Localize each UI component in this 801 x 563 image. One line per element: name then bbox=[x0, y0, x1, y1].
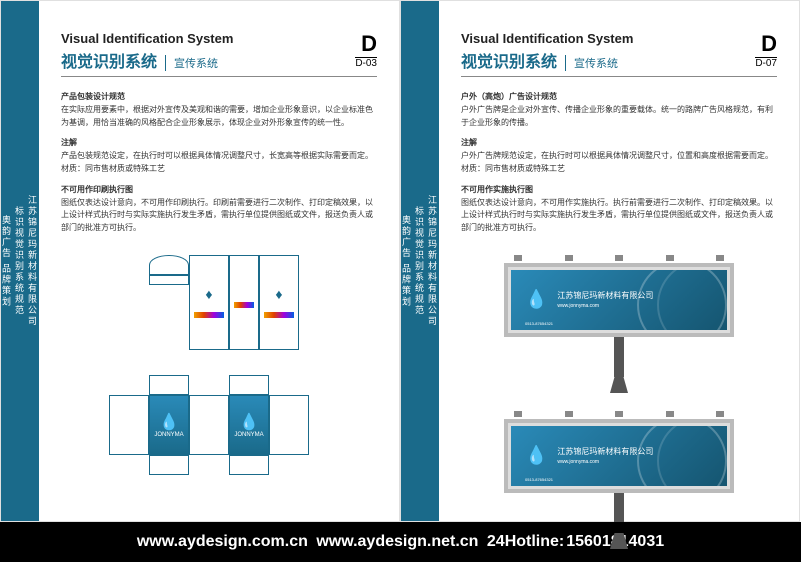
title-cn: 视觉识别系统 bbox=[461, 48, 557, 72]
page-header: Visual Identification System 视觉识别系统 宣传系统… bbox=[461, 31, 777, 77]
spine-company: 江苏锦尼玛新材料有限公司 bbox=[26, 195, 39, 327]
spine-left: 江苏锦尼玛新材料有限公司 标识视觉识别系统规范 奥韵广告 品牌策划 bbox=[401, 1, 439, 521]
spine-section: 标识视觉识别系统规范 bbox=[413, 206, 426, 316]
body-text: 户外（高炮）广告设计规范 户外广告牌是企业对外宣传、传播企业形象的重要载体。统一… bbox=[461, 91, 777, 235]
side-panel bbox=[189, 395, 229, 455]
section-letter: D bbox=[755, 31, 777, 57]
sect-title: 产品包装设计规范 bbox=[61, 91, 377, 104]
title-sub: 宣传系统 bbox=[165, 55, 218, 71]
sect-title: 户外（高炮）广告设计规范 bbox=[461, 91, 777, 104]
light-icon bbox=[514, 411, 522, 417]
light-icon bbox=[565, 411, 573, 417]
sign-tel: 0513-87654321 bbox=[525, 477, 553, 482]
billboard-sign: 💧 江苏锦尼玛新材料有限公司 www.jonnyma.com 0513-8765… bbox=[511, 270, 727, 330]
sect-title: 不可用作实施执行图 bbox=[461, 184, 777, 197]
body-text: 产品包装设计规范 在实际应用要素中，根据对外宣传及美观和谐的需要，增加企业形象意… bbox=[61, 91, 377, 235]
footer-bar: www.aydesign.com.cn www.aydesign.net.cn … bbox=[0, 522, 801, 562]
drop-icon: 💧 bbox=[525, 289, 547, 310]
sect-title: 注解 bbox=[461, 137, 777, 150]
side-panel bbox=[109, 395, 149, 455]
billboard-pole bbox=[614, 337, 624, 377]
flap bbox=[149, 375, 189, 395]
flap bbox=[229, 455, 269, 475]
page-header: Visual Identification System 视觉识别系统 宣传系统… bbox=[61, 31, 377, 77]
box-back-panel: ♦ bbox=[259, 255, 299, 350]
spine-left: 江苏锦尼玛新材料有限公司 标识视觉识别系统规范 奥韵广告 品牌策划 bbox=[1, 1, 39, 521]
title-sub: 宣传系统 bbox=[565, 55, 618, 71]
page-d03: 江苏锦尼玛新材料有限公司 标识视觉识别系统规范 奥韵广告 品牌策划 Visual… bbox=[0, 0, 400, 522]
sect-title: 不可用作印刷执行图 bbox=[61, 184, 377, 197]
light-icon bbox=[666, 255, 674, 261]
rainbow-strip bbox=[264, 312, 294, 318]
sect-body: 图纸仅表达设计意向，不可用作实施执行。执行前需要进行二次制作、打印定稿效果。以上… bbox=[461, 197, 777, 235]
drop-icon: 💧 bbox=[525, 445, 547, 466]
sect-body: 在实际应用要素中，根据对外宣传及美观和谐的需要，增加企业形象意识，以企业标准色为… bbox=[61, 104, 377, 130]
box-bottom-cross: 💧JONNYMA 💧JONNYMA bbox=[109, 375, 309, 475]
sect-body: 材质：同市售材质或特殊工艺 bbox=[61, 163, 377, 176]
light-icon bbox=[615, 255, 623, 261]
side-panel bbox=[269, 395, 309, 455]
light-icon bbox=[666, 411, 674, 417]
packaging-dieline: ♦ ♦ bbox=[61, 255, 377, 515]
footer-url2: www.aydesign.net.cn bbox=[316, 533, 478, 551]
dust-flap bbox=[149, 255, 189, 275]
footer-url1: www.aydesign.com.cn bbox=[137, 533, 308, 551]
flame-icon: ♦ bbox=[275, 286, 282, 302]
billboard-sign: 💧 江苏锦尼玛新材料有限公司 www.jonnyma.com 0513-8765… bbox=[511, 426, 727, 486]
light-icon bbox=[565, 255, 573, 261]
tuck-panel bbox=[149, 275, 189, 285]
page-d07: 江苏锦尼玛新材料有限公司 标识视觉识别系统规范 奥韵广告 品牌策划 Visual… bbox=[400, 0, 800, 522]
billboard-base bbox=[610, 377, 628, 393]
brand-panel: 💧JONNYMA bbox=[229, 395, 269, 455]
light-icon bbox=[716, 255, 724, 261]
sign-tel: 0513-87654321 bbox=[525, 321, 553, 326]
drop-icon: 💧 bbox=[239, 412, 259, 432]
billboard-illustrations: 💧 江苏锦尼玛新材料有限公司 www.jonnyma.com 0513-8765… bbox=[461, 255, 777, 549]
page-code: D-03 bbox=[355, 57, 377, 69]
spine-company: 江苏锦尼玛新材料有限公司 bbox=[426, 195, 439, 327]
title-en: Visual Identification System bbox=[461, 31, 633, 46]
swoosh-decoration bbox=[657, 426, 727, 486]
sect-body: 图纸仅表达设计意向，不可用作印刷执行。印刷前需要进行二次制作、打印定稿效果，以上… bbox=[61, 197, 377, 235]
footer-hotline-label: 24Hotline: bbox=[487, 533, 564, 551]
flame-icon: ♦ bbox=[205, 286, 212, 302]
swoosh-decoration bbox=[657, 270, 727, 330]
box-front-panel: ♦ bbox=[189, 255, 229, 350]
sect-body: 材质：同市售材质或特殊工艺 bbox=[461, 163, 777, 176]
title-en: Visual Identification System bbox=[61, 31, 233, 46]
box-side-panel bbox=[229, 255, 259, 350]
flap bbox=[229, 375, 269, 395]
rainbow-strip bbox=[234, 302, 254, 308]
section-letter: D bbox=[355, 31, 377, 57]
spine-agency: 奥韵广告 品牌策划 bbox=[0, 215, 13, 308]
spine-section: 标识视觉识别系统规范 bbox=[13, 206, 26, 316]
billboard-1: 💧 江苏锦尼玛新材料有限公司 www.jonnyma.com 0513-8765… bbox=[494, 255, 744, 393]
light-icon bbox=[615, 411, 623, 417]
sect-body: 户外广告牌规范设定，在执行时可以根据具体情况调整尺寸，位置和高度根据需要而定。 bbox=[461, 150, 777, 163]
sect-body: 产品包装规范设定，在执行时可以根据具体情况调整尺寸，长宽高等根据实际需要而定。 bbox=[61, 150, 377, 163]
title-cn: 视觉识别系统 bbox=[61, 48, 157, 72]
spine-agency: 奥韵广告 品牌策划 bbox=[400, 215, 413, 308]
brand-panel: 💧JONNYMA bbox=[149, 395, 189, 455]
page-code: D-07 bbox=[755, 57, 777, 69]
light-icon bbox=[514, 255, 522, 261]
sect-title: 注解 bbox=[61, 137, 377, 150]
rainbow-strip bbox=[194, 312, 224, 318]
light-icon bbox=[716, 411, 724, 417]
sect-body: 户外广告牌是企业对外宣传、传播企业形象的重要载体。统一的路牌广告风格规范，有利于… bbox=[461, 104, 777, 130]
flap bbox=[149, 455, 189, 475]
drop-icon: 💧 bbox=[159, 412, 179, 432]
